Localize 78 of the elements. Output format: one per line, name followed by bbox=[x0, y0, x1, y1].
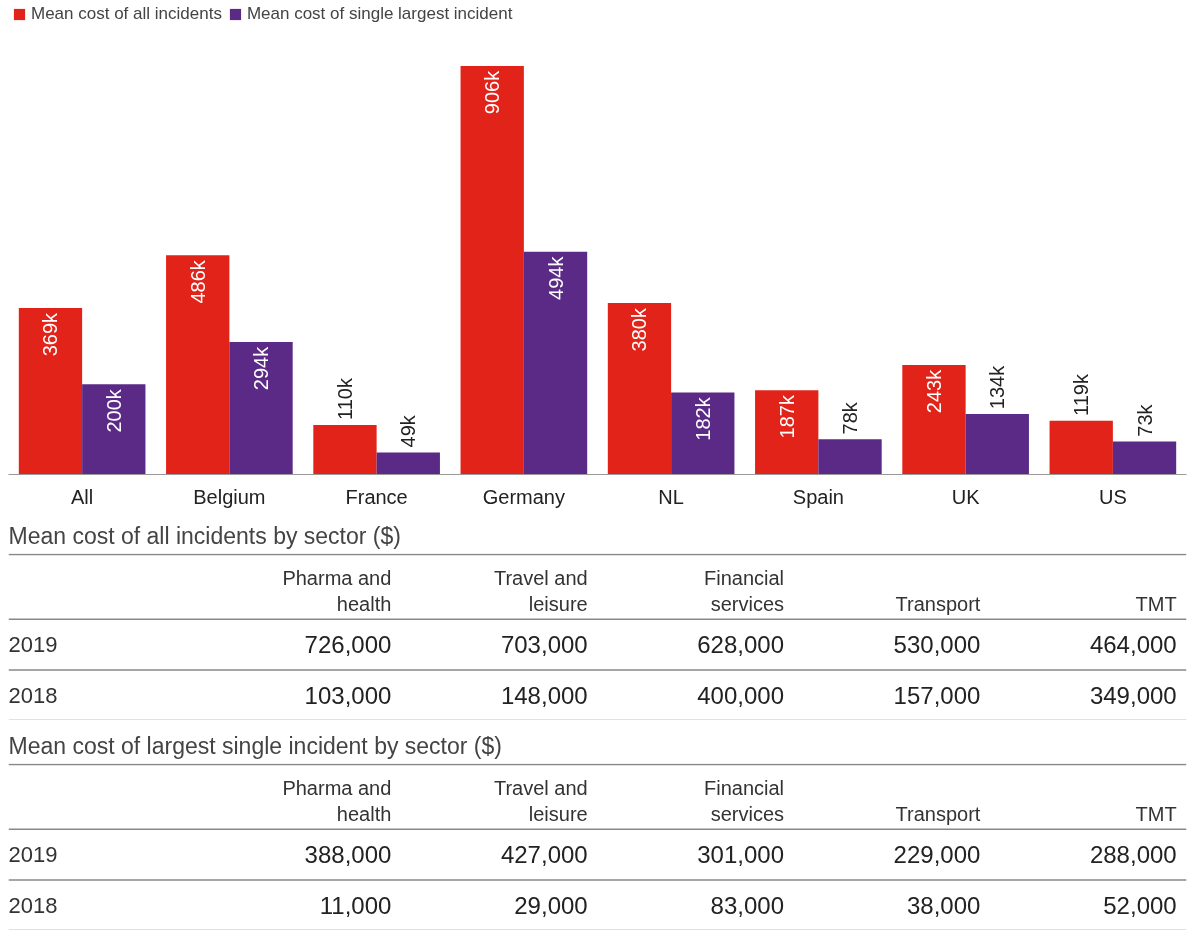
bar bbox=[671, 392, 735, 475]
x-tick-label: Transport bbox=[895, 593, 981, 616]
data-label: 427,000 bbox=[500, 841, 588, 869]
data-label: 380k bbox=[628, 307, 651, 352]
data-label: 182k bbox=[691, 396, 714, 441]
data-label: 229,000 bbox=[893, 841, 981, 869]
bar bbox=[376, 452, 440, 475]
chart-title: Mean cost of all incidents by sector ($) bbox=[8, 522, 401, 549]
y-tick-label: 2018 bbox=[8, 892, 58, 918]
data-label: 464,000 bbox=[1089, 631, 1177, 659]
x-tick-label: All bbox=[71, 485, 94, 508]
x-tick-label: Financial services bbox=[703, 776, 785, 826]
x-tick-label: Germany bbox=[482, 485, 565, 508]
data-label: 119k bbox=[1070, 373, 1093, 416]
data-label: 110k bbox=[333, 377, 356, 420]
bar bbox=[460, 65, 524, 475]
x-tick-label: Spain bbox=[792, 485, 844, 508]
x-tick-label: TMT bbox=[1135, 803, 1177, 826]
data-label: 388,000 bbox=[304, 841, 392, 869]
x-tick-label: Financial services bbox=[703, 566, 785, 616]
bar bbox=[755, 390, 819, 475]
data-label: 134k bbox=[986, 364, 1009, 410]
data-label: 103,000 bbox=[304, 681, 392, 709]
data-label: 73k bbox=[1133, 403, 1156, 437]
data-label: 349,000 bbox=[1089, 681, 1177, 709]
bar bbox=[818, 439, 882, 475]
x-tick-label: Transport bbox=[895, 803, 981, 826]
data-label: 200k bbox=[102, 388, 125, 433]
data-label: 52,000 bbox=[1103, 891, 1177, 919]
bar bbox=[166, 255, 230, 475]
bar bbox=[607, 303, 672, 475]
data-label: 38,000 bbox=[906, 891, 981, 919]
x-tick-label: UK bbox=[951, 485, 981, 508]
bar bbox=[1112, 441, 1177, 475]
x-tick-label: France bbox=[345, 485, 408, 508]
y-tick-label: 2019 bbox=[8, 842, 58, 868]
bar bbox=[82, 384, 146, 475]
data-label: 243k bbox=[922, 368, 945, 414]
legend-label: Mean cost of single largest incident bbox=[246, 4, 513, 24]
data-label: 294k bbox=[250, 345, 273, 391]
x-tick-label: Travel and leisure bbox=[493, 776, 588, 826]
bar bbox=[313, 424, 377, 475]
x-tick-label: Belgium bbox=[193, 485, 266, 508]
bar bbox=[965, 414, 1029, 475]
data-label: 83,000 bbox=[710, 891, 785, 919]
data-label: 157,000 bbox=[893, 681, 981, 709]
x-tick-label: Pharma and health bbox=[282, 566, 392, 616]
data-label: 906k bbox=[481, 69, 504, 115]
data-label: 494k bbox=[544, 255, 567, 300]
data-label: 726,000 bbox=[304, 631, 392, 659]
data-label: 11,000 bbox=[319, 891, 392, 919]
data-label: 301,000 bbox=[697, 841, 785, 869]
data-label: 187k bbox=[775, 394, 798, 439]
data-label: 400,000 bbox=[697, 681, 785, 709]
data-label: 288,000 bbox=[1089, 841, 1177, 869]
data-label: 628,000 bbox=[697, 631, 785, 659]
y-tick-label: 2018 bbox=[8, 682, 58, 708]
x-tick-label: Pharma and health bbox=[282, 776, 392, 826]
data-label: 29,000 bbox=[514, 891, 588, 919]
x-tick-label: Travel and leisure bbox=[493, 566, 588, 616]
data-label: 49k bbox=[397, 414, 420, 448]
data-label: 530,000 bbox=[893, 631, 981, 659]
bar bbox=[1049, 420, 1113, 475]
x-tick-label: US bbox=[1098, 485, 1127, 508]
data-label: 703,000 bbox=[500, 631, 588, 659]
y-tick-label: 2019 bbox=[8, 632, 58, 658]
chart-title: Mean cost of largest single incident by sector ($) bbox=[8, 732, 502, 759]
bar bbox=[902, 364, 966, 475]
bar bbox=[18, 308, 83, 475]
x-tick-label: NL bbox=[658, 485, 684, 508]
bar bbox=[523, 251, 588, 475]
data-label: 369k bbox=[39, 311, 62, 357]
data-label: 486k bbox=[186, 259, 209, 304]
legend-label: Mean cost of all incidents bbox=[31, 4, 222, 24]
data-label: 78k bbox=[839, 401, 862, 435]
data-label: 148,000 bbox=[500, 681, 588, 709]
x-tick-label: TMT bbox=[1135, 593, 1177, 616]
bar bbox=[229, 341, 293, 475]
